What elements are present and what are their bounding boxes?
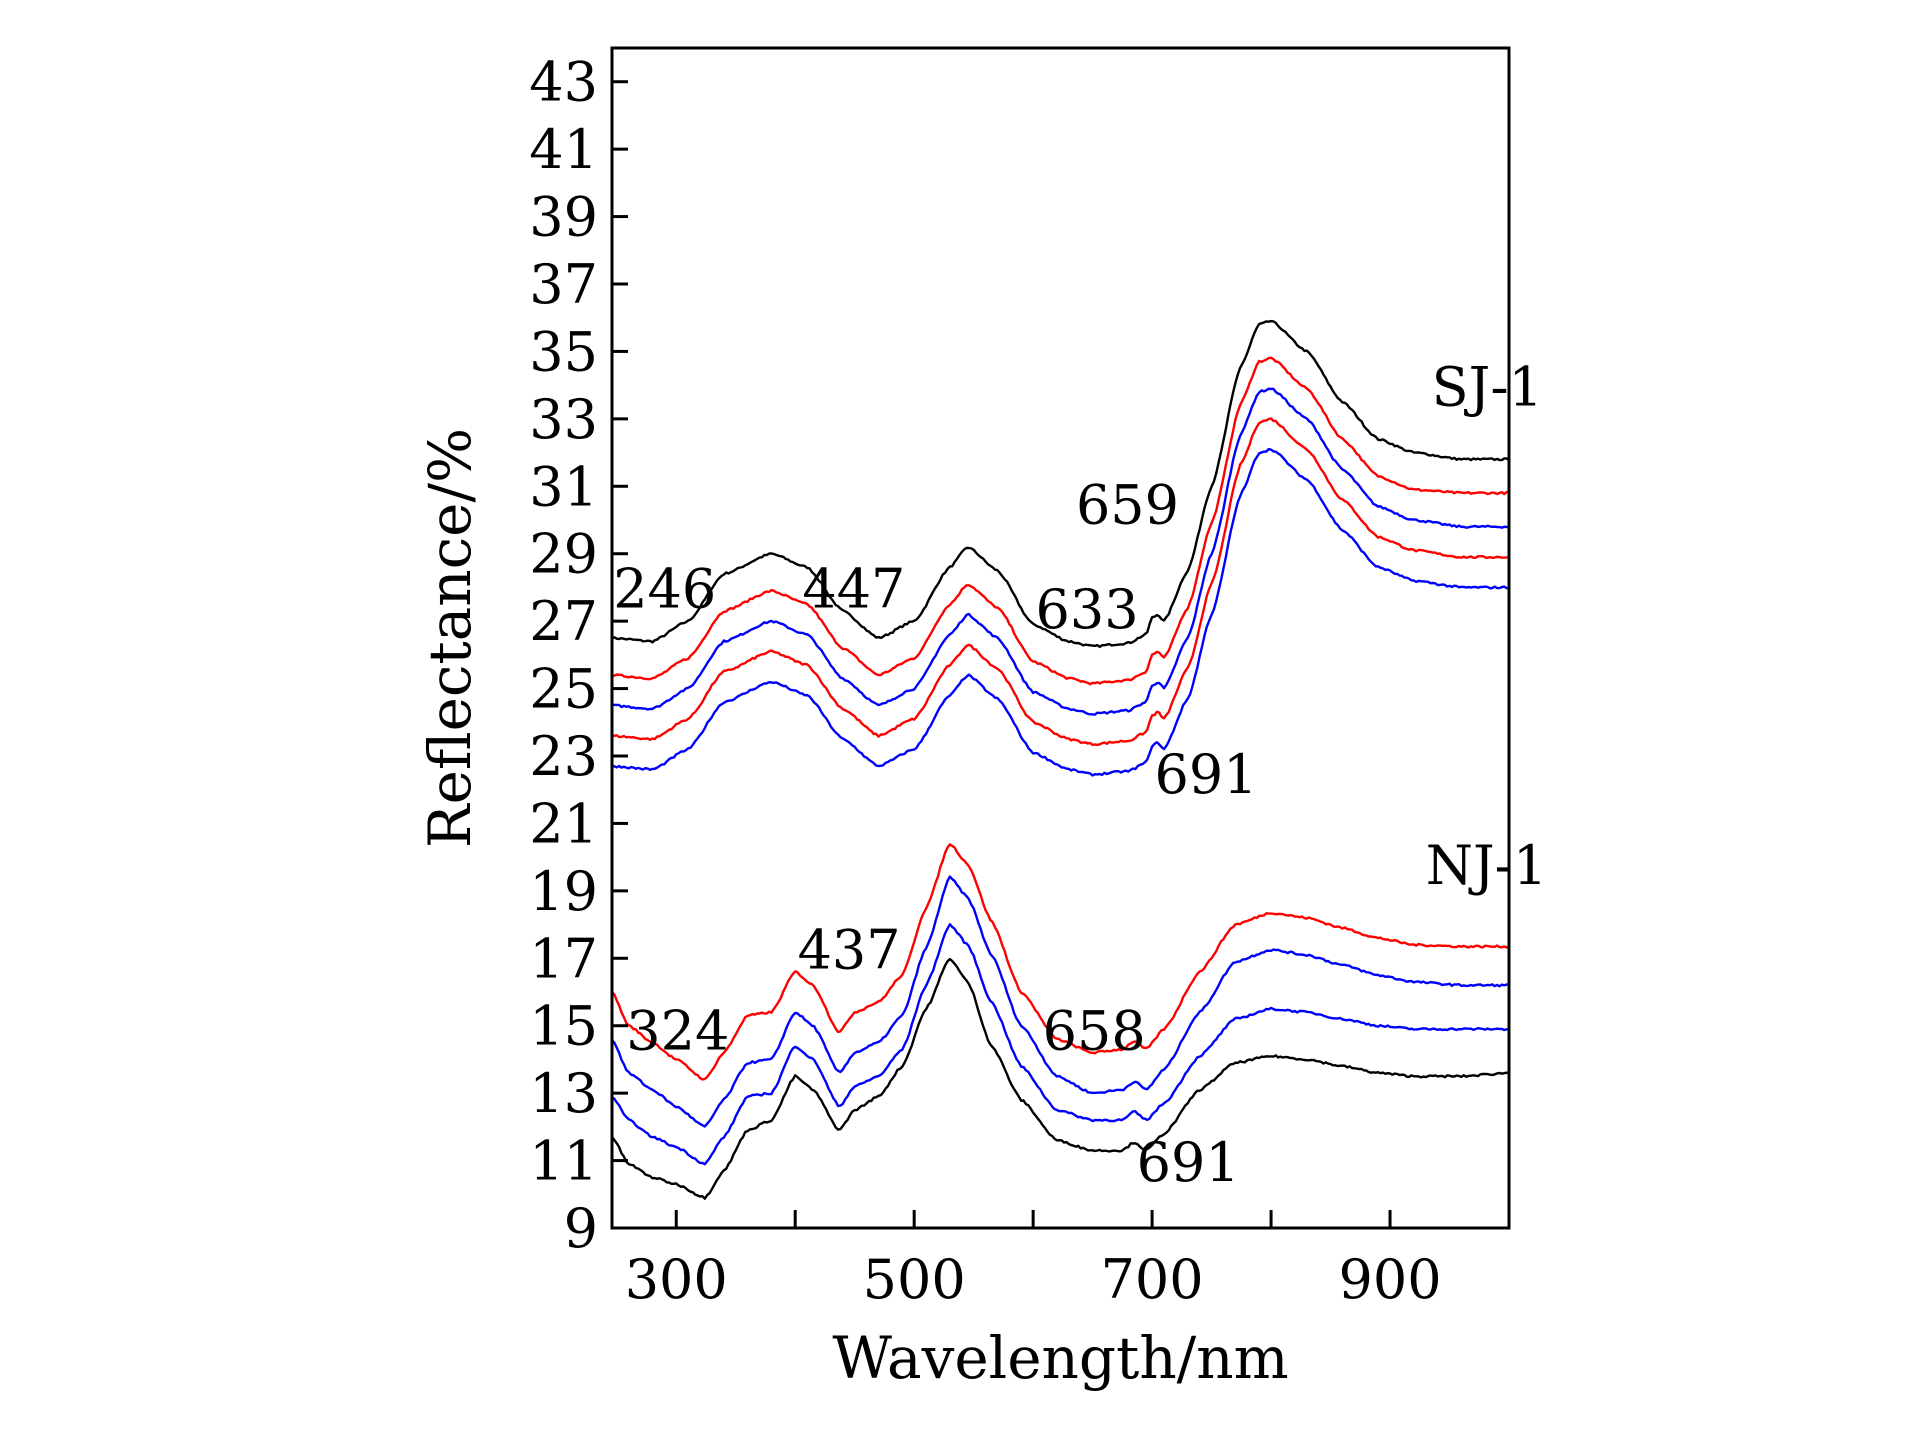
x-tick-label: 900 bbox=[1338, 1248, 1441, 1311]
y-tick-label: 9 bbox=[564, 1197, 598, 1260]
series-line-8 bbox=[611, 923, 1510, 1166]
y-tick-label: 19 bbox=[529, 860, 598, 923]
annotations: SJ-1 NJ-1 246 447 633 659 691 324 437 658 691 bbox=[613, 355, 1547, 1193]
y-tick-label: 15 bbox=[529, 995, 598, 1058]
plot-frame bbox=[610, 46, 1511, 1230]
y-tick-label: 27 bbox=[529, 590, 598, 653]
y-tick-label: 25 bbox=[529, 658, 598, 721]
annotation-label: 633 bbox=[1036, 578, 1139, 641]
series-line-5 bbox=[611, 447, 1510, 777]
y-tick-label: 31 bbox=[529, 455, 598, 518]
y-tick-label: 13 bbox=[529, 1062, 598, 1125]
x-tick-label: 300 bbox=[625, 1248, 728, 1311]
annotation-label: 658 bbox=[1043, 999, 1146, 1062]
series-layer bbox=[611, 319, 1510, 1200]
y-tick-label: 21 bbox=[529, 792, 598, 855]
annotation-label: 246 bbox=[613, 558, 716, 621]
y-tick-label: 35 bbox=[529, 320, 598, 383]
annotation-label: 324 bbox=[626, 999, 729, 1062]
y-tick-label: 33 bbox=[529, 388, 598, 451]
y-tick-label: 39 bbox=[529, 186, 598, 249]
y-tick-label: 41 bbox=[529, 118, 598, 181]
y-tick-label: 11 bbox=[529, 1130, 598, 1193]
series-line-9 bbox=[611, 957, 1510, 1200]
y-tick-label: 17 bbox=[529, 927, 598, 990]
series-line-6 bbox=[611, 843, 1510, 1081]
series-line-4 bbox=[611, 417, 1510, 747]
x-tick-label: 700 bbox=[1101, 1248, 1204, 1311]
annotation-label: NJ-1 bbox=[1426, 834, 1548, 897]
annotation-label: 447 bbox=[802, 558, 905, 621]
y-axis-label: Reflectance/% bbox=[416, 428, 484, 848]
series-line-3 bbox=[611, 387, 1509, 716]
series-line-2 bbox=[611, 356, 1510, 686]
annotation-label: 691 bbox=[1154, 743, 1257, 806]
y-tick-label: 43 bbox=[529, 51, 598, 114]
annotation-label: 437 bbox=[798, 918, 901, 981]
annotation-label: SJ-1 bbox=[1432, 355, 1543, 418]
series-line-7 bbox=[611, 875, 1510, 1128]
x-axis-label: Wavelength/nm bbox=[832, 1324, 1288, 1392]
y-tick-label: 37 bbox=[529, 253, 598, 316]
annotation-label: 659 bbox=[1076, 473, 1179, 536]
annotation-label: 691 bbox=[1137, 1131, 1240, 1194]
y-tick-label: 23 bbox=[529, 725, 598, 788]
y-tick-label: 29 bbox=[529, 523, 598, 586]
series-line-1 bbox=[611, 319, 1510, 649]
x-tick-label: 500 bbox=[863, 1248, 966, 1311]
